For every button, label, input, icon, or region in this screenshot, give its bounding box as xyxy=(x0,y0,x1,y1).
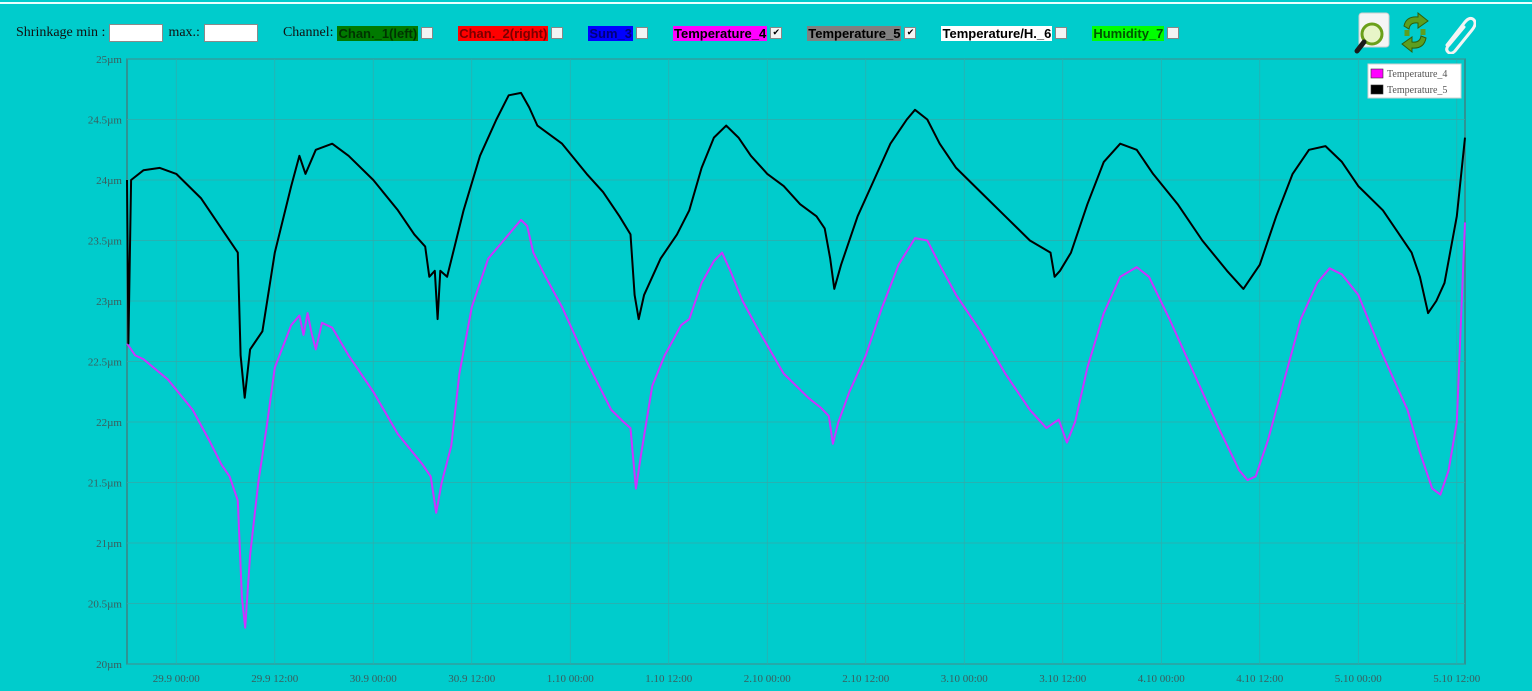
x-tick-label: 2.10 00:00 xyxy=(744,673,792,685)
refresh-icon[interactable] xyxy=(1396,12,1434,54)
y-tick-label: 21.5µm xyxy=(88,478,123,490)
y-tick-label: 20µm xyxy=(96,659,122,671)
x-tick-label: 30.9 12:00 xyxy=(448,673,496,685)
channel-checkbox[interactable] xyxy=(551,27,564,39)
y-tick-label: 22µm xyxy=(96,417,122,429)
series-line-temperature_5 xyxy=(126,91,1466,399)
channel-checkbox[interactable] xyxy=(1167,27,1180,39)
legend-entry: Temperature_4 xyxy=(1387,69,1447,80)
y-tick-label: 22.5µm xyxy=(88,357,123,369)
x-tick-label: 3.10 12:00 xyxy=(1039,673,1087,685)
grid xyxy=(127,58,1465,665)
channel-checkbox[interactable]: ✔ xyxy=(770,27,783,39)
channel-list: Chan._1(left) Chan._2(right) Sum_3 Temperat… xyxy=(337,25,1204,41)
attach-icon[interactable] xyxy=(1438,12,1476,54)
x-tick-label: 4.10 00:00 xyxy=(1138,673,1186,685)
x-tick-label: 4.10 12:00 xyxy=(1236,673,1284,685)
channel-label-tag: Humidity_7 xyxy=(1092,25,1165,41)
x-tick-label: 2.10 12:00 xyxy=(842,673,890,685)
legend-box xyxy=(1367,63,1462,99)
channel-label-tag: Temperature_5 xyxy=(807,25,902,41)
channel-label-tag: Temperature/H._6 xyxy=(941,25,1053,41)
channel-checkbox[interactable] xyxy=(635,27,648,39)
channel-item: Chan._1(left) xyxy=(337,25,434,41)
x-tick-label: 5.10 00:00 xyxy=(1335,673,1383,685)
channel-item: Temperature_4 ✔ xyxy=(672,25,783,41)
x-tick-label: 1.10 12:00 xyxy=(645,673,693,685)
y-tick-label: 25µm xyxy=(96,54,122,66)
top-border xyxy=(0,2,1532,4)
y-tick-label: 24.5µm xyxy=(88,115,123,127)
x-axis: 29.9 00:00 29.9 12:00 30.9 00:00 30.9 12:00… xyxy=(153,673,1481,685)
channel-item: Temperature_5 ✔ xyxy=(807,25,917,41)
channel-item: Temperature/H._6 xyxy=(941,25,1068,41)
channel-label-tag: Sum_3 xyxy=(588,25,633,41)
x-tick-label: 5.10 12:00 xyxy=(1433,673,1481,685)
x-tick-label: 29.9 00:00 xyxy=(153,673,201,685)
channel-label-tag: Chan._2(right) xyxy=(458,25,549,41)
y-tick-label: 20.5µm xyxy=(88,599,123,611)
toolbar-icons xyxy=(1354,12,1476,54)
max-label: max.: xyxy=(168,25,200,40)
toolbar: Shrinkage min : max.: Channel: Chan._1(l… xyxy=(16,22,1204,44)
x-tick-label: 1.10 00:00 xyxy=(547,673,595,685)
legend: Temperature_4 Temperature_5 xyxy=(1367,63,1462,99)
channel-checkbox[interactable]: ✔ xyxy=(904,27,917,39)
y-tick-label: 21µm xyxy=(96,538,122,550)
zoom-icon[interactable] xyxy=(1354,12,1392,54)
y-axis: 20µm 20.5µm 21µm 21.5µm 22µm 22.5µm 23µm 23.5µm… xyxy=(88,54,123,671)
legend-swatch xyxy=(1370,84,1384,95)
channel-label-tag: Temperature_4 xyxy=(672,25,768,41)
series-lines xyxy=(126,91,1466,629)
channel-checkbox[interactable] xyxy=(421,27,434,39)
channel-item: Chan._2(right) xyxy=(458,25,564,41)
x-tick-label: 30.9 00:00 xyxy=(350,673,398,685)
channel-label: Channel: xyxy=(282,25,334,40)
x-tick-label: 3.10 00:00 xyxy=(941,673,989,685)
y-tick-label: 24µm xyxy=(96,175,122,187)
shrinkage-min-label: Shrinkage min : xyxy=(16,25,106,40)
y-tick-label: 23.5µm xyxy=(88,236,123,248)
legend-swatch xyxy=(1370,68,1384,79)
channel-label-tag: Chan._1(left) xyxy=(337,25,419,41)
y-tick-label: 23µm xyxy=(96,296,122,308)
shrinkage-max-input[interactable] xyxy=(203,24,258,42)
shrinkage-min-input[interactable] xyxy=(109,24,164,42)
channel-item: Sum_3 xyxy=(588,25,648,41)
legend-entry: Temperature_5 xyxy=(1387,85,1447,96)
series-line-temperature_4 xyxy=(126,218,1466,629)
channel-checkbox[interactable] xyxy=(1055,27,1068,39)
x-tick-label: 29.9 12:00 xyxy=(251,673,299,685)
channel-item: Humidity_7 xyxy=(1092,25,1180,41)
